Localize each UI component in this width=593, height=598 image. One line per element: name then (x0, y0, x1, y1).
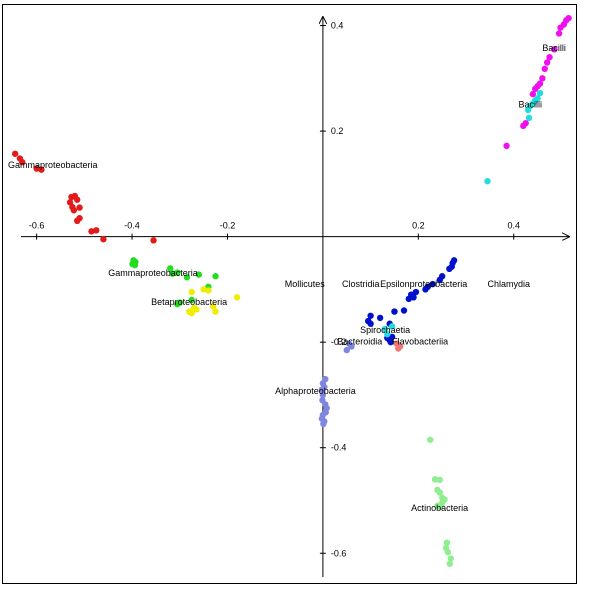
axes: -0.6 -0.4 -0.2 0.2 0.4 0.4 0.2 -0.2 -0.4 -0.6 (21, 17, 569, 577)
cluster-label: Epsilonproteobacteria (380, 279, 467, 289)
cluster-label: Flavobacteriia (392, 336, 448, 346)
data-point (445, 549, 451, 555)
data-points (12, 15, 572, 567)
x-tick-label: -0.4 (124, 221, 140, 231)
y-tick-label: -0.6 (331, 548, 347, 558)
data-point (391, 308, 397, 314)
data-point (437, 477, 443, 483)
cluster-label: Actinobacteria (411, 503, 468, 513)
data-point (427, 437, 433, 443)
data-point (188, 289, 194, 295)
data-point (71, 207, 77, 213)
y-tick-label: 0.4 (331, 21, 344, 31)
data-point (100, 236, 106, 242)
data-point (556, 30, 562, 36)
y-tick-label: 0.2 (331, 126, 344, 136)
data-point (447, 561, 453, 567)
cluster-label: Gammaproteobacteria (108, 268, 198, 278)
data-point (520, 123, 526, 129)
y-tick-label: -0.4 (331, 443, 347, 453)
x-tick-label: 0.4 (507, 221, 520, 231)
data-point (74, 218, 80, 224)
data-point (377, 315, 383, 321)
cluster-label: Betaproteobacteria (151, 297, 227, 307)
x-tick-label: -0.6 (29, 221, 45, 231)
data-point (320, 421, 326, 427)
scatter-plot: -0.6 -0.4 -0.2 0.2 0.4 0.4 0.2 -0.2 -0.4 -0.6 Gam… (3, 5, 578, 585)
cluster-label: Chlamydia (488, 279, 531, 289)
series-group (427, 437, 454, 567)
cluster-label: Spirochaetia (360, 325, 410, 335)
data-point (526, 115, 532, 121)
data-point (12, 151, 18, 157)
data-point (544, 59, 550, 65)
x-tick-label: -0.2 (220, 221, 236, 231)
data-point (188, 310, 194, 316)
data-point (557, 24, 563, 30)
cluster-label: Alphaproteobacteria (275, 386, 356, 396)
data-point (484, 178, 490, 184)
data-point (93, 227, 99, 233)
data-point (530, 91, 536, 97)
cluster-label: Gammaproteobacteria (8, 160, 98, 170)
data-point (542, 66, 548, 72)
data-point (446, 266, 452, 272)
data-point (150, 237, 156, 243)
cluster-label: Bacteroidia (337, 336, 382, 346)
cluster-label: Clostridia (342, 279, 380, 289)
data-point (503, 143, 509, 149)
data-point (410, 294, 416, 300)
x-tick-label: 0.2 (412, 221, 425, 231)
cluster-label: Bacilli (519, 99, 543, 109)
chart-frame: -0.6 -0.4 -0.2 0.2 0.4 0.4 0.2 -0.2 -0.4 -0.6 Gam… (2, 4, 577, 584)
data-point (205, 287, 211, 293)
data-point (212, 308, 218, 314)
data-point (74, 196, 80, 202)
cluster-label: Bacilli (542, 43, 566, 53)
data-point (401, 307, 407, 313)
data-point (212, 273, 218, 279)
series-group (319, 376, 330, 427)
data-point (344, 347, 350, 353)
data-point (76, 204, 82, 210)
cluster-labels: Gammaproteobacteria Gammaproteobacteria Be… (8, 43, 566, 513)
series-group (503, 15, 571, 149)
data-point (234, 294, 240, 300)
cluster-label: Mollicutes (285, 279, 326, 289)
